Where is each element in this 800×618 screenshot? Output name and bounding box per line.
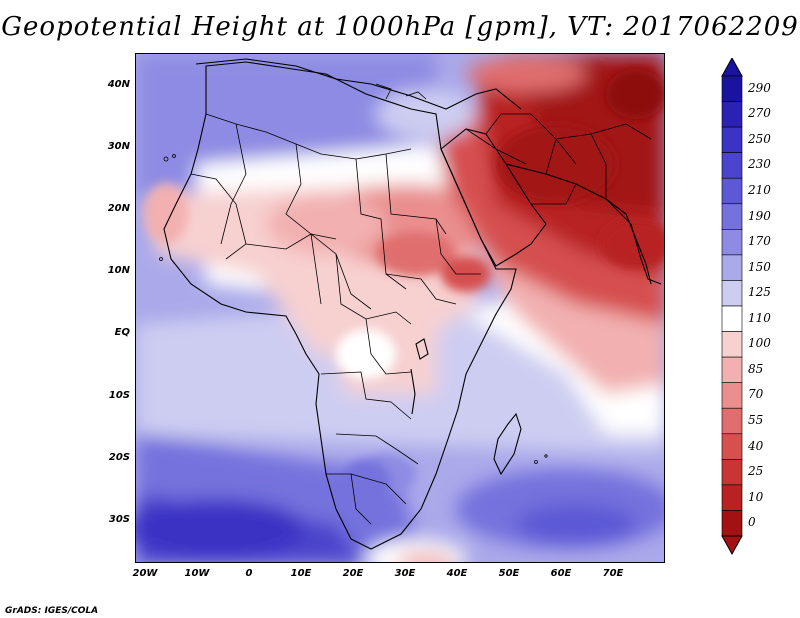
y-tick-40n: 40N bbox=[107, 79, 130, 90]
colorbar-bottom-arrow bbox=[721, 535, 743, 556]
x-tick-40e: 40E bbox=[446, 568, 468, 579]
colorbar-label: 150 bbox=[748, 259, 771, 274]
colorbar-label: 210 bbox=[748, 183, 771, 197]
x-tick-50e: 50E bbox=[498, 568, 520, 579]
colorbar-label: 250 bbox=[748, 131, 771, 146]
colorbar-swatch bbox=[721, 75, 743, 102]
y-tick-30n: 30N bbox=[107, 141, 130, 152]
colorbar-label: 55 bbox=[748, 413, 764, 427]
x-tick-10e: 10E bbox=[290, 568, 312, 579]
arabia-coastline bbox=[440, 128, 547, 267]
colorbar-label: 190 bbox=[748, 208, 771, 223]
map-panel bbox=[135, 53, 665, 563]
europe-coastline bbox=[195, 58, 522, 110]
x-tick-30e: 30E bbox=[394, 568, 416, 579]
geopotential-map bbox=[136, 54, 664, 562]
colorbar-label: 230 bbox=[748, 157, 771, 172]
y-tick-eq: EQ bbox=[114, 327, 130, 338]
colorbar-swatch bbox=[721, 152, 743, 179]
country-borders bbox=[190, 113, 652, 525]
madagascar-coastline bbox=[493, 412, 522, 476]
colorbar-label: 100 bbox=[748, 336, 771, 351]
colorbar-swatch bbox=[721, 484, 743, 511]
x-tick-70e: 70E bbox=[602, 568, 624, 579]
x-tick-20w: 20W bbox=[132, 568, 158, 579]
colorbar-label: 85 bbox=[748, 361, 764, 376]
colorbar-swatch bbox=[721, 356, 743, 383]
chart-title: Geopotential Height at 1000hPa [gpm], VT… bbox=[1, 12, 799, 42]
colorbar-label: 70 bbox=[748, 387, 764, 402]
colorbar-swatch bbox=[721, 459, 743, 486]
colorbar-swatch bbox=[721, 280, 743, 307]
x-tick-60e: 60E bbox=[550, 568, 572, 579]
colorbar-label: 25 bbox=[748, 464, 764, 479]
africa-coastline bbox=[163, 61, 517, 550]
colorbar-label: 110 bbox=[748, 310, 771, 325]
x-tick-0: 0 bbox=[245, 568, 253, 579]
lake-tanganyika bbox=[410, 368, 416, 415]
colorbar-label: 10 bbox=[748, 489, 764, 504]
colorbar-swatch bbox=[721, 510, 743, 537]
colorbar-swatch bbox=[721, 101, 743, 128]
colorbar-swatch bbox=[721, 126, 743, 153]
field-detail bbox=[144, 69, 664, 509]
colorbar-label: 40 bbox=[748, 438, 764, 453]
islands bbox=[159, 83, 548, 464]
colorbar-top-arrow bbox=[721, 58, 743, 77]
colorbar-label: 290 bbox=[748, 80, 771, 95]
x-tick-20e: 20E bbox=[342, 568, 364, 579]
credit-label: GrADS: IGES/COLA bbox=[5, 606, 99, 616]
y-tick-20s: 20S bbox=[108, 452, 130, 463]
asia-coastline bbox=[505, 163, 652, 285]
colorbar-swatch bbox=[721, 382, 743, 409]
y-tick-20n: 20N bbox=[107, 203, 130, 214]
colorbar-swatch bbox=[721, 177, 743, 205]
y-tick-10n: 10N bbox=[107, 265, 130, 276]
colorbar-label: 270 bbox=[748, 106, 771, 121]
colorbar-label: 125 bbox=[748, 285, 771, 300]
colorbar-swatch bbox=[721, 407, 743, 435]
india-coastline bbox=[605, 198, 662, 285]
lake-victoria bbox=[415, 338, 429, 360]
y-tick-30s: 30S bbox=[108, 514, 130, 525]
colorbar-label: 170 bbox=[748, 234, 771, 249]
y-tick-10s: 10S bbox=[108, 390, 130, 401]
colorbar-swatch bbox=[721, 305, 743, 332]
colorbar-swatch bbox=[721, 254, 743, 281]
colorbar-swatch bbox=[721, 331, 743, 358]
colorbar-swatch bbox=[721, 433, 743, 460]
colorbar bbox=[721, 58, 743, 556]
colorbar-swatch bbox=[721, 203, 743, 230]
x-tick-10w: 10W bbox=[184, 568, 210, 579]
colorbar-swatch bbox=[721, 229, 743, 256]
coastlines bbox=[163, 58, 662, 550]
colorbar-label: 0 bbox=[748, 515, 756, 530]
